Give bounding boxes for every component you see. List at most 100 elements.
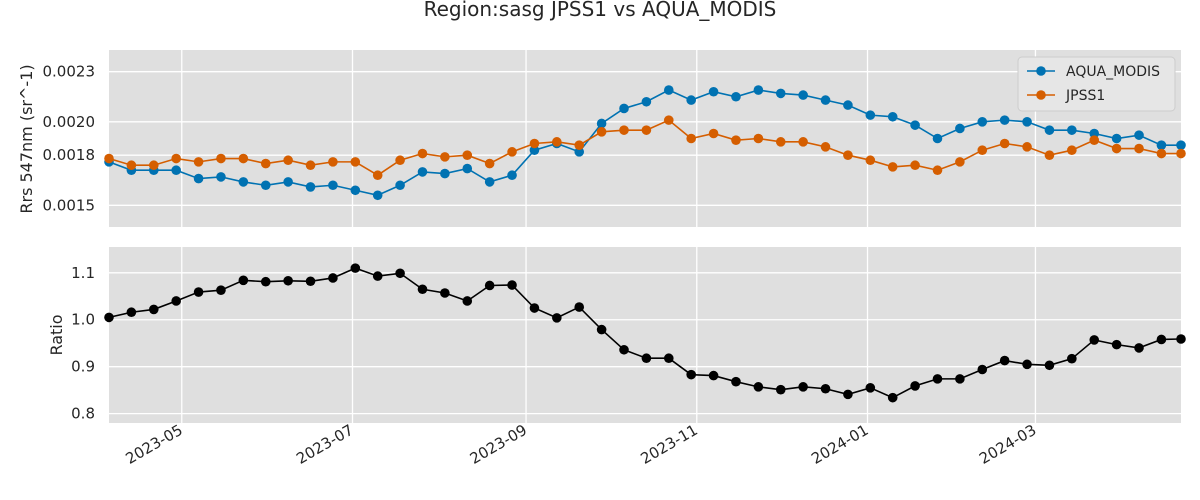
data-point	[1067, 145, 1077, 155]
data-point	[104, 153, 114, 164]
data-point	[507, 147, 517, 157]
data-point	[1067, 125, 1077, 135]
data-point	[1176, 148, 1186, 159]
series-jpss1	[104, 115, 1186, 181]
data-point	[663, 85, 674, 95]
x-tick-label: 2023-11	[637, 421, 700, 468]
data-point	[1111, 339, 1122, 350]
data-point	[260, 180, 271, 191]
data-point	[462, 163, 473, 174]
data-point	[283, 275, 293, 286]
data-point	[1022, 359, 1032, 370]
data-point	[865, 383, 876, 393]
data-point	[507, 170, 517, 181]
legend-box	[1017, 56, 1176, 112]
data-point	[529, 303, 540, 313]
series-aqua-modis	[104, 85, 1186, 201]
bottom-series	[104, 263, 1186, 403]
data-point	[619, 103, 629, 114]
data-point	[148, 160, 159, 171]
data-point	[641, 353, 652, 364]
data-point	[372, 170, 383, 181]
data-point	[843, 100, 853, 110]
data-point	[260, 158, 271, 169]
data-point	[238, 275, 249, 286]
data-point	[529, 138, 540, 149]
data-point	[955, 374, 965, 384]
chart-title: Region:sasg JPSS1 vs AQUA_MODIS	[424, 0, 777, 21]
data-point	[798, 90, 808, 100]
series-ratio	[104, 263, 1186, 403]
data-point	[417, 284, 428, 295]
data-point	[999, 355, 1010, 366]
data-point	[417, 148, 428, 159]
data-point	[999, 115, 1010, 125]
y-tick-label: 0.0015	[43, 196, 96, 214]
data-point	[104, 312, 114, 323]
data-point	[910, 120, 920, 130]
data-point	[686, 95, 696, 105]
y-tick-label: 0.0020	[43, 113, 96, 131]
data-point	[708, 128, 719, 139]
data-point	[395, 155, 405, 166]
data-point	[955, 123, 965, 134]
data-point	[193, 157, 204, 167]
data-point	[1134, 143, 1144, 154]
data-point	[440, 152, 450, 162]
bottom-grid	[109, 247, 1181, 423]
data-point	[1044, 150, 1055, 160]
legend-swatch-marker	[1036, 66, 1046, 76]
data-point	[708, 370, 719, 381]
legend-entry: AQUA_MODIS	[1066, 64, 1160, 80]
x-tick-label: 2023-05	[122, 421, 185, 468]
data-point	[887, 162, 898, 172]
legend-swatch-marker	[1036, 90, 1046, 100]
data-point	[843, 150, 853, 160]
data-point	[977, 117, 988, 127]
data-point	[641, 125, 652, 135]
y-tick-label: 1.0	[71, 311, 95, 329]
data-point	[372, 271, 383, 281]
y-tick-label: 1.1	[71, 264, 95, 282]
top-series	[104, 85, 1186, 201]
data-point	[417, 167, 428, 177]
data-point	[216, 153, 226, 164]
data-point	[193, 173, 204, 184]
x-tick-label: 2024-01	[808, 421, 871, 468]
data-point	[708, 86, 719, 97]
data-point	[619, 344, 629, 355]
top-y-ticks: 0.0015 0.0018 0.0020 0.0023	[43, 63, 96, 215]
legend-entry: JPSS1	[1065, 88, 1105, 104]
top-panel: 0.0015 0.0018 0.0020 0.0023 Rrs 547nm (sr^-…	[17, 50, 1186, 227]
data-point	[619, 125, 629, 135]
data-point	[484, 158, 495, 169]
data-point	[193, 287, 204, 297]
data-point	[1134, 343, 1144, 353]
data-point	[775, 384, 786, 395]
data-point	[1022, 142, 1032, 152]
data-point	[1176, 140, 1186, 150]
data-point	[1111, 133, 1122, 144]
data-point	[1089, 335, 1100, 345]
data-point	[932, 133, 943, 144]
data-point	[440, 168, 450, 179]
data-point	[507, 280, 517, 290]
data-point	[484, 177, 495, 187]
data-point	[328, 157, 338, 167]
legend: AQUA_MODIS JPSS1	[1017, 56, 1176, 112]
data-point	[775, 88, 786, 99]
data-point	[977, 364, 988, 375]
y-tick-label: 0.0023	[43, 63, 96, 81]
data-point	[260, 276, 271, 287]
data-point	[686, 369, 696, 380]
data-point	[731, 91, 741, 102]
data-point	[126, 160, 137, 171]
data-point	[932, 165, 943, 176]
data-point	[1156, 334, 1167, 345]
data-point	[171, 153, 181, 164]
data-point	[305, 160, 316, 171]
data-point	[395, 180, 405, 191]
bottom-y-ticks: 0.8 0.9 1.0 1.1	[71, 264, 95, 423]
data-point	[552, 313, 562, 323]
top-y-axis-label: Rrs 547nm (sr^-1)	[17, 64, 36, 213]
